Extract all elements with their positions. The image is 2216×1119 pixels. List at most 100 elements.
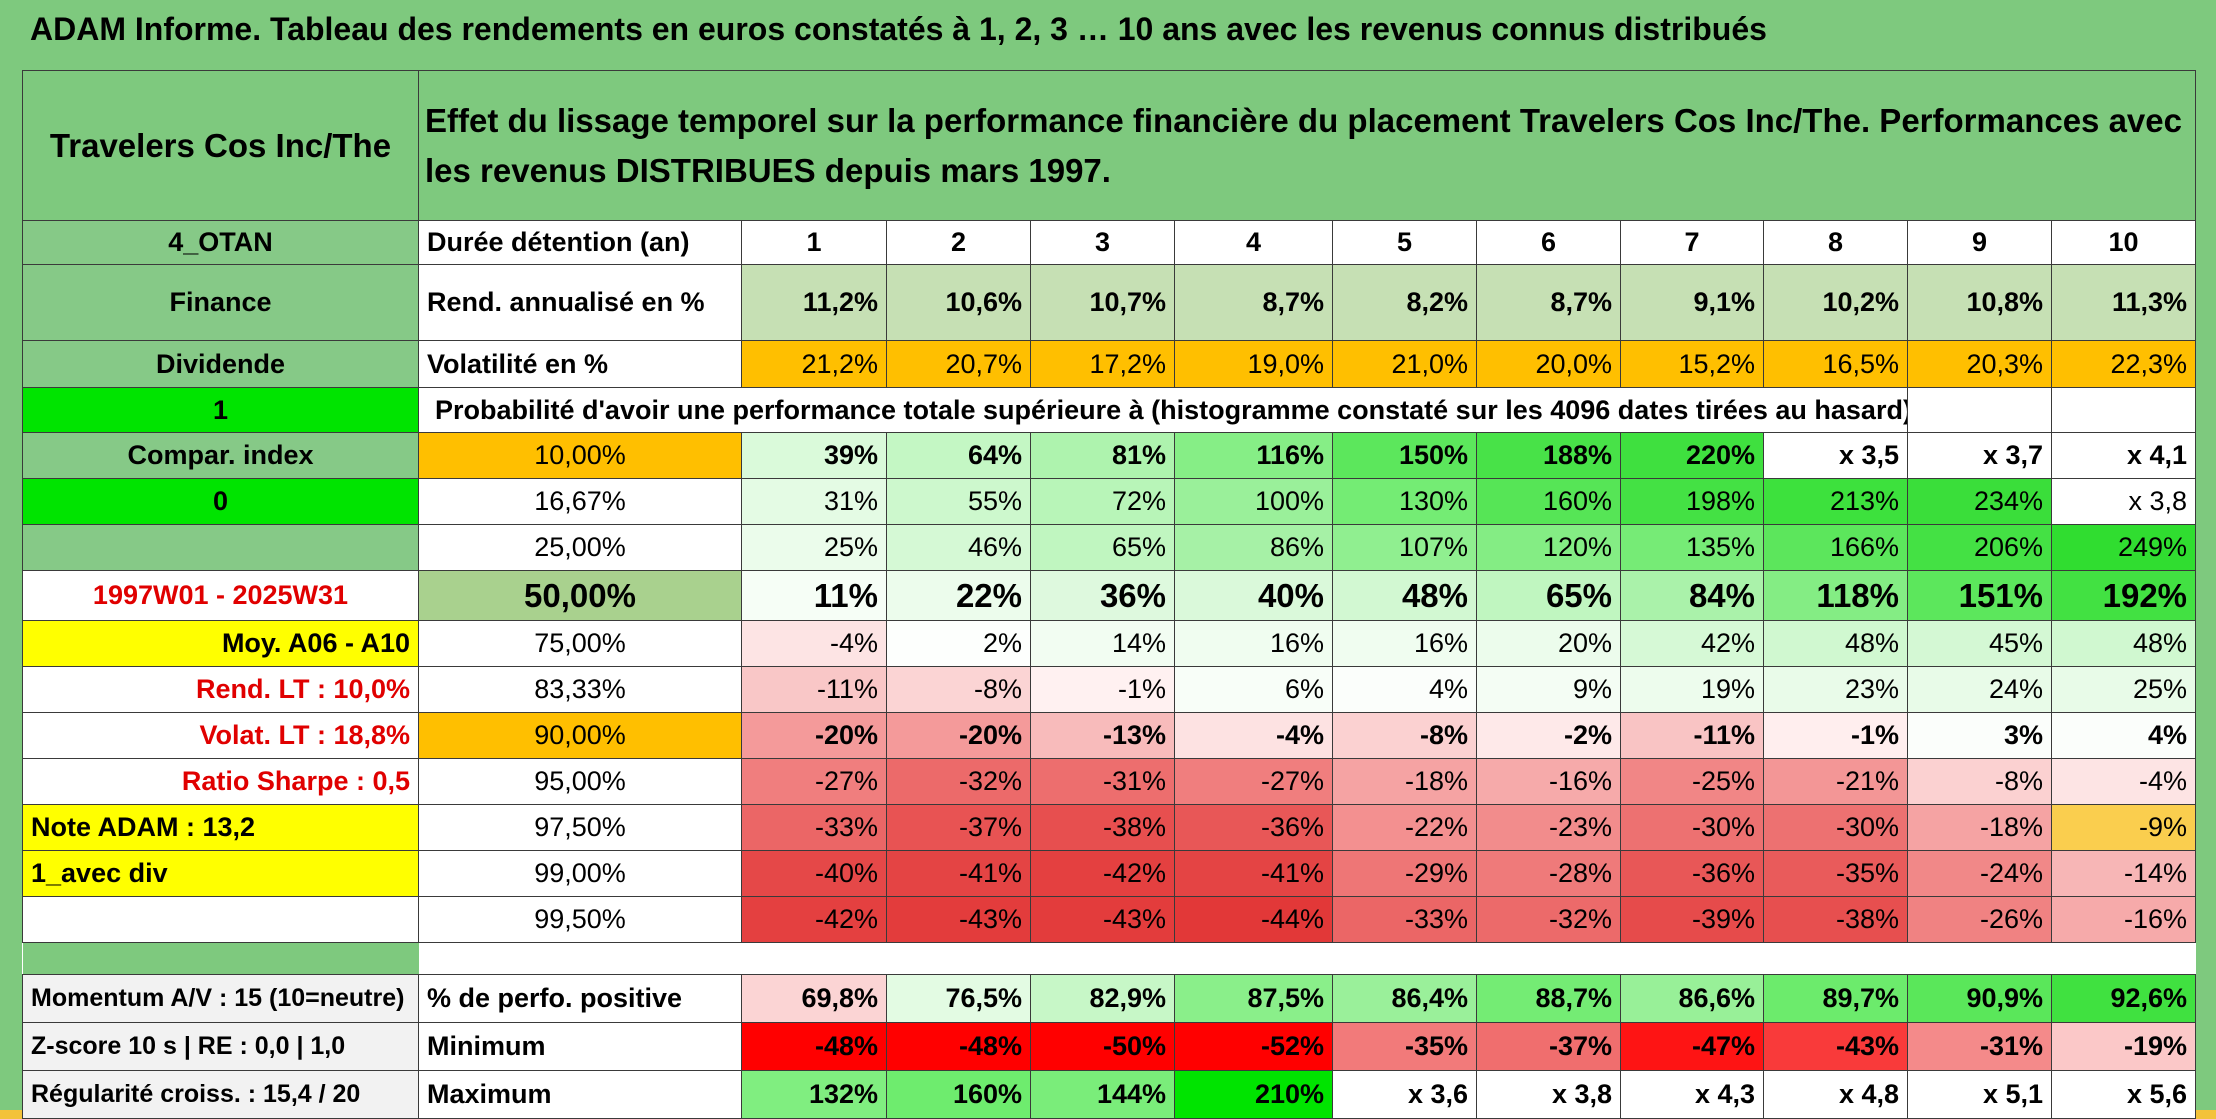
maximum-value: x 5,6 (2050, 1070, 2197, 1119)
probability-value: 150% (1332, 432, 1477, 479)
probability-value: -41% (886, 850, 1031, 897)
probability-value: -28% (1476, 850, 1621, 897)
year-header: 4 (1174, 220, 1333, 265)
probability-value: -8% (1332, 712, 1477, 759)
probability-value: 6% (1174, 666, 1333, 713)
probability-value: 100% (1174, 478, 1333, 525)
positive-label: % de perfo. positive (418, 974, 742, 1023)
summary-row: Momentum A/V : 15 (10=neutre)% de perfo.… (22, 974, 2197, 1023)
probability-value: 25% (2050, 666, 2197, 713)
probability-value: 120% (1476, 524, 1621, 571)
compar-index-label: Compar. index (22, 432, 419, 479)
probability-value: 84% (1620, 570, 1764, 621)
probability-value: -4% (2050, 758, 2197, 805)
probability-value: -33% (741, 804, 887, 851)
minimum-value: -19% (2050, 1022, 2197, 1071)
probability-value: 40% (1174, 570, 1333, 621)
minimum-label: Minimum (418, 1022, 742, 1071)
probability-value: 107% (1332, 524, 1477, 571)
minimum-value: -48% (886, 1022, 1031, 1071)
probability-value: 151% (1907, 570, 2052, 621)
probability-value: -4% (741, 620, 887, 667)
threshold-value: 25,00% (418, 524, 742, 571)
probability-value: -41% (1174, 850, 1333, 897)
probability-value: 192% (2050, 570, 2197, 621)
threshold-value: 83,33% (418, 666, 742, 713)
probability-value: 39% (741, 432, 887, 479)
probability-value: 160% (1476, 478, 1621, 525)
minimum-value: -35% (1332, 1022, 1477, 1071)
dividend-label: Dividende (22, 340, 419, 388)
probability-value: -43% (1030, 896, 1175, 943)
probability-value: -22% (1332, 804, 1477, 851)
sector-label: Finance (22, 264, 419, 341)
minimum-value: -37% (1476, 1022, 1621, 1071)
vol-value: 16,5% (1763, 340, 1908, 388)
rend-value: 10,6% (886, 264, 1031, 341)
year-header: 5 (1332, 220, 1477, 265)
positive-value: 92,6% (2050, 974, 2197, 1023)
moy-label: Moy. A06 - A10 (22, 620, 419, 667)
probability-value: 118% (1763, 570, 1908, 621)
threshold-value: 50,00% (418, 570, 742, 621)
threshold-value: 97,50% (418, 804, 742, 851)
probability-value: x 3,5 (1763, 432, 1908, 479)
probability-value: 188% (1476, 432, 1621, 479)
duree-label: Durée détention (an) (418, 220, 742, 265)
probability-value: 48% (1763, 620, 1908, 667)
probability-value: 166% (1763, 524, 1908, 571)
probability-value: -24% (1907, 850, 2052, 897)
probability-value: -11% (741, 666, 887, 713)
probability-row: 25,00% 25% 46% 65% 86% 107% 120% 135% 166% 206% 24… (22, 524, 2197, 571)
maximum-value: x 3,6 (1332, 1070, 1477, 1119)
probability-value: -20% (886, 712, 1031, 759)
probability-row: 0 16,67% 31% 55% 72% 100% 130% 160% 198% 213% 234%… (22, 478, 2197, 525)
probability-value: 25% (741, 524, 887, 571)
probability-value: 86% (1174, 524, 1333, 571)
probability-value: 19% (1620, 666, 1764, 713)
performance-table: Travelers Cos Inc/The Effet du lissage t… (22, 70, 2197, 1119)
summary-row: Z-score 10 s | RE : 0,0 | 1,0 Minimum -48%… (22, 1022, 2197, 1071)
probability-row: 1997W01 - 2025W31 50,00% 11% 22% 36% 40% 48% 65… (22, 570, 2197, 621)
left-empty (22, 896, 419, 943)
probability-value: 65% (1030, 524, 1175, 571)
vol-value: 22,3% (2050, 340, 2197, 388)
rend-value: 11,3% (2050, 264, 2197, 341)
probability-value: -18% (1332, 758, 1477, 805)
probability-row: Volat. LT : 18,8% 90,00% -20% -20% -13% -4% -8… (22, 712, 2197, 759)
probability-value: 206% (1907, 524, 2052, 571)
probability-value: 81% (1030, 432, 1175, 479)
rend-lt-label: Rend. LT : 10,0% (22, 666, 419, 713)
probability-value: -2% (1476, 712, 1621, 759)
spacer-left (22, 942, 419, 975)
rend-label: Rend. annualisé en % (418, 264, 742, 341)
probability-value: 249% (2050, 524, 2197, 571)
probability-value: -42% (1030, 850, 1175, 897)
threshold-value: 90,00% (418, 712, 742, 759)
probability-row: 1_avec div 99,00% -40% -41% -42% -41% -29% -28%… (22, 850, 2197, 897)
positive-value: 86,4% (1332, 974, 1477, 1023)
minimum-value: -31% (1907, 1022, 2052, 1071)
probability-value: -16% (1476, 758, 1621, 805)
sharpe-label: Ratio Sharpe : 0,5 (22, 758, 419, 805)
probability-value: -32% (886, 758, 1031, 805)
probability-value: 11% (741, 570, 887, 621)
probability-value: 16% (1174, 620, 1333, 667)
probability-row: Note ADAM : 13,2 97,50% -33% -37% -38% -36% -2… (22, 804, 2197, 851)
positive-value: 69,8% (741, 974, 887, 1023)
minimum-value: -47% (1620, 1022, 1764, 1071)
probability-row: Moy. A06 - A10 75,00% -4% 2% 14% 16% 16% 20% 42%… (22, 620, 2197, 667)
probability-row: Rend. LT : 10,0% 83,33% -11% -8% -1% 6% 4% 9% 19… (22, 666, 2197, 713)
probability-value: -31% (1030, 758, 1175, 805)
vol-value: 15,2% (1620, 340, 1764, 388)
probability-value: -38% (1030, 804, 1175, 851)
probability-value: -36% (1620, 850, 1764, 897)
positive-value: 88,7% (1476, 974, 1621, 1023)
probability-value: 42% (1620, 620, 1764, 667)
probability-value: -8% (886, 666, 1031, 713)
threshold-value: 75,00% (418, 620, 742, 667)
probability-value: 220% (1620, 432, 1764, 479)
probability-value: 4% (2050, 712, 2197, 759)
probability-value: -25% (1620, 758, 1764, 805)
volat-lt-label: Volat. LT : 18,8% (22, 712, 419, 759)
